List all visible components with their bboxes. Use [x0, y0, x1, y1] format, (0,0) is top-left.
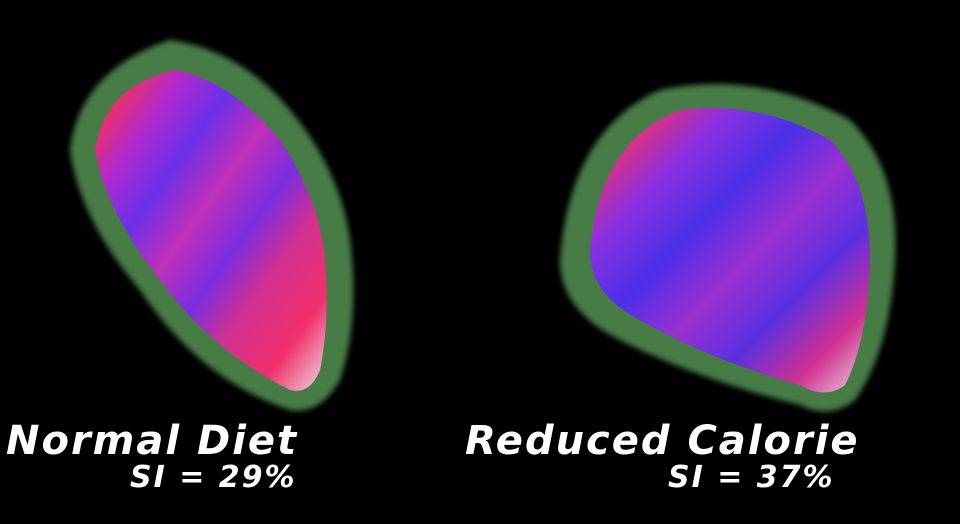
- ventricle-cavity: [95, 70, 327, 391]
- normal-diet-label: Normal Diet: [6, 418, 299, 464]
- normal-diet-heart: [70, 40, 354, 411]
- reduced-calorie-heart: [560, 84, 896, 412]
- reduced-calorie-label: Reduced Calorie: [465, 418, 860, 464]
- reduced-calorie-si-value: SI = 37%: [668, 460, 835, 495]
- ventricle-cavity: [590, 108, 870, 393]
- normal-diet-si-value: SI = 29%: [130, 460, 297, 495]
